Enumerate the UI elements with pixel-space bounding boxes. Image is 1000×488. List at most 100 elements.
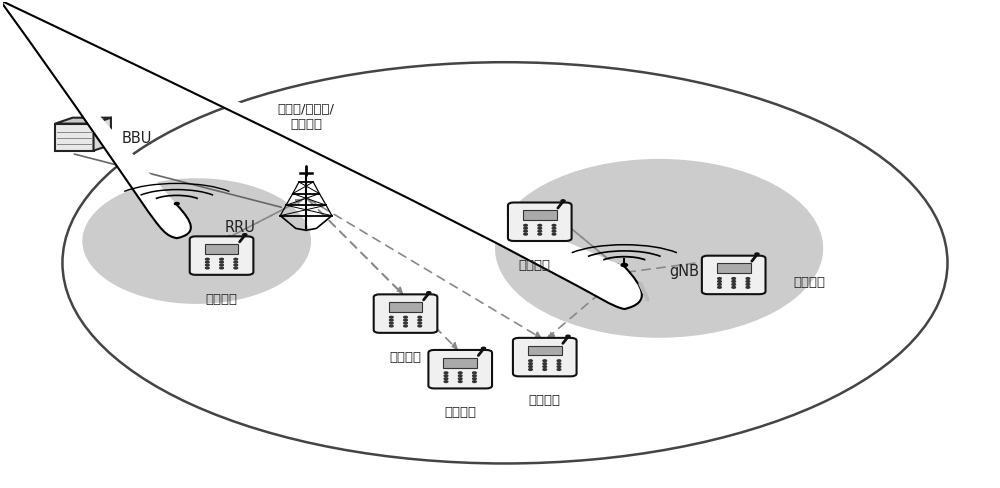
FancyBboxPatch shape — [190, 237, 253, 275]
Text: 用户设备: 用户设备 — [793, 275, 825, 288]
Text: 微微基站: 微微基站 — [290, 118, 322, 131]
Bar — [717, 264, 751, 274]
Circle shape — [746, 281, 750, 283]
Text: gNB: gNB — [669, 263, 699, 278]
Circle shape — [458, 381, 462, 383]
Circle shape — [538, 231, 542, 233]
Circle shape — [552, 225, 556, 227]
PathPatch shape — [607, 267, 642, 309]
Circle shape — [206, 267, 209, 269]
Circle shape — [529, 369, 532, 371]
Circle shape — [404, 323, 407, 325]
Circle shape — [389, 317, 393, 319]
Circle shape — [206, 259, 209, 261]
Circle shape — [746, 284, 750, 285]
Circle shape — [389, 325, 393, 327]
Circle shape — [543, 366, 547, 368]
Text: 用户设备: 用户设备 — [390, 350, 422, 363]
Circle shape — [529, 360, 532, 362]
Circle shape — [543, 360, 547, 362]
Ellipse shape — [82, 179, 311, 305]
FancyBboxPatch shape — [702, 256, 766, 295]
Circle shape — [621, 264, 628, 267]
Circle shape — [418, 323, 422, 325]
Text: 用户设备: 用户设备 — [519, 259, 551, 271]
Circle shape — [732, 284, 736, 285]
Circle shape — [220, 262, 223, 264]
Circle shape — [473, 381, 476, 383]
Circle shape — [458, 378, 462, 380]
Circle shape — [732, 281, 736, 283]
FancyBboxPatch shape — [508, 203, 572, 242]
Circle shape — [746, 278, 750, 280]
Circle shape — [389, 320, 393, 322]
Circle shape — [404, 325, 407, 327]
Circle shape — [220, 267, 223, 269]
Circle shape — [458, 375, 462, 377]
Circle shape — [718, 284, 721, 285]
Text: 宏基站/微基站/: 宏基站/微基站/ — [278, 103, 335, 116]
Circle shape — [243, 234, 247, 236]
Circle shape — [557, 360, 561, 362]
Circle shape — [524, 234, 527, 236]
Bar — [443, 358, 477, 368]
Circle shape — [220, 259, 223, 261]
Ellipse shape — [62, 63, 948, 464]
Circle shape — [473, 375, 476, 377]
Polygon shape — [55, 119, 111, 124]
Circle shape — [543, 363, 547, 365]
Circle shape — [755, 253, 759, 256]
Circle shape — [529, 363, 532, 365]
Bar — [528, 346, 562, 356]
Circle shape — [718, 281, 721, 283]
Circle shape — [718, 278, 721, 280]
Circle shape — [566, 336, 570, 338]
Circle shape — [538, 234, 542, 236]
Polygon shape — [94, 119, 111, 151]
Circle shape — [418, 325, 422, 327]
Polygon shape — [55, 124, 94, 151]
Circle shape — [234, 264, 238, 266]
Circle shape — [174, 203, 179, 205]
Circle shape — [444, 375, 448, 377]
Circle shape — [404, 320, 407, 322]
Circle shape — [206, 264, 209, 266]
Circle shape — [718, 287, 721, 288]
Circle shape — [524, 228, 527, 230]
Circle shape — [418, 317, 422, 319]
Circle shape — [389, 323, 393, 325]
Circle shape — [418, 320, 422, 322]
Circle shape — [234, 267, 238, 269]
Bar — [389, 303, 422, 312]
Circle shape — [746, 287, 750, 288]
Text: RRU: RRU — [225, 220, 255, 235]
Circle shape — [206, 262, 209, 264]
Circle shape — [538, 228, 542, 230]
Circle shape — [524, 225, 527, 227]
Circle shape — [561, 201, 565, 203]
PathPatch shape — [163, 205, 191, 239]
Text: 用户设备: 用户设备 — [444, 406, 476, 419]
Text: 用户设备: 用户设备 — [529, 393, 561, 407]
Circle shape — [444, 378, 448, 380]
FancyBboxPatch shape — [428, 350, 492, 388]
Circle shape — [552, 228, 556, 230]
Circle shape — [444, 372, 448, 374]
FancyBboxPatch shape — [513, 338, 577, 377]
Ellipse shape — [495, 160, 823, 338]
Circle shape — [427, 292, 431, 294]
Circle shape — [529, 366, 532, 368]
Circle shape — [552, 231, 556, 233]
Circle shape — [557, 366, 561, 368]
Circle shape — [524, 231, 527, 233]
Circle shape — [538, 225, 542, 227]
Circle shape — [732, 287, 736, 288]
Circle shape — [444, 381, 448, 383]
Text: BBU: BBU — [122, 130, 152, 145]
Circle shape — [557, 363, 561, 365]
Text: 用户设备: 用户设备 — [206, 292, 238, 305]
Circle shape — [557, 369, 561, 371]
Circle shape — [234, 262, 238, 264]
Circle shape — [404, 317, 407, 319]
Circle shape — [458, 372, 462, 374]
